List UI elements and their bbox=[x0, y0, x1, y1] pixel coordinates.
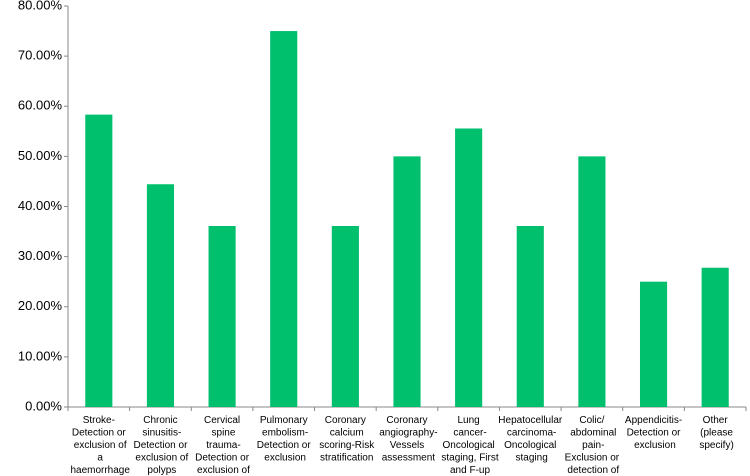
y-tick-label: 70.00% bbox=[18, 48, 63, 63]
x-tick-label: Coronary calcium scoring-Risk stratifica… bbox=[316, 415, 375, 464]
y-tick-label: 80.00% bbox=[18, 0, 63, 12]
x-tick-label: Colic/ abdominal pain-Exclusion or detec… bbox=[565, 415, 620, 476]
bar bbox=[208, 225, 236, 407]
bar bbox=[146, 184, 175, 407]
x-tick-label: Chronic sinusitis-Detection or exclusion… bbox=[133, 415, 189, 476]
x-tick-label: Stroke-Detection or exclusion of a haemo… bbox=[68, 415, 131, 476]
x-tick-label: Other (please specify) bbox=[697, 415, 734, 451]
bar bbox=[455, 128, 483, 407]
bar bbox=[639, 281, 668, 407]
y-tick-label: 20.00% bbox=[18, 298, 63, 313]
x-tick-label: Cervical spine trauma-Detection or exclu… bbox=[194, 415, 250, 476]
y-tick-label: 60.00% bbox=[18, 98, 63, 113]
y-tick-label: 10.00% bbox=[18, 348, 63, 363]
x-tick-label: Hepatocellular carcinoma-Oncological sta… bbox=[498, 415, 563, 464]
bar bbox=[393, 156, 421, 407]
bar bbox=[331, 225, 359, 407]
x-tick-label: Coronary angiography-Vessels assessment bbox=[376, 415, 437, 464]
bar bbox=[270, 31, 298, 407]
bar bbox=[578, 156, 606, 407]
bar bbox=[85, 114, 113, 407]
y-tick-label: 50.00% bbox=[18, 148, 63, 163]
x-tick-label: Pulmonary embolism-Detection or exclusio… bbox=[257, 415, 312, 464]
bar bbox=[701, 267, 729, 407]
x-tick-label: Appendicitis-Detection or exclusion bbox=[625, 415, 682, 451]
y-tick-label: 40.00% bbox=[18, 198, 63, 213]
y-tick-label: 0.00% bbox=[25, 398, 62, 413]
y-tick-label: 30.00% bbox=[18, 248, 63, 263]
x-tick-label: Lung cancer-Oncological staging, First a… bbox=[439, 415, 499, 476]
bar bbox=[516, 225, 544, 407]
